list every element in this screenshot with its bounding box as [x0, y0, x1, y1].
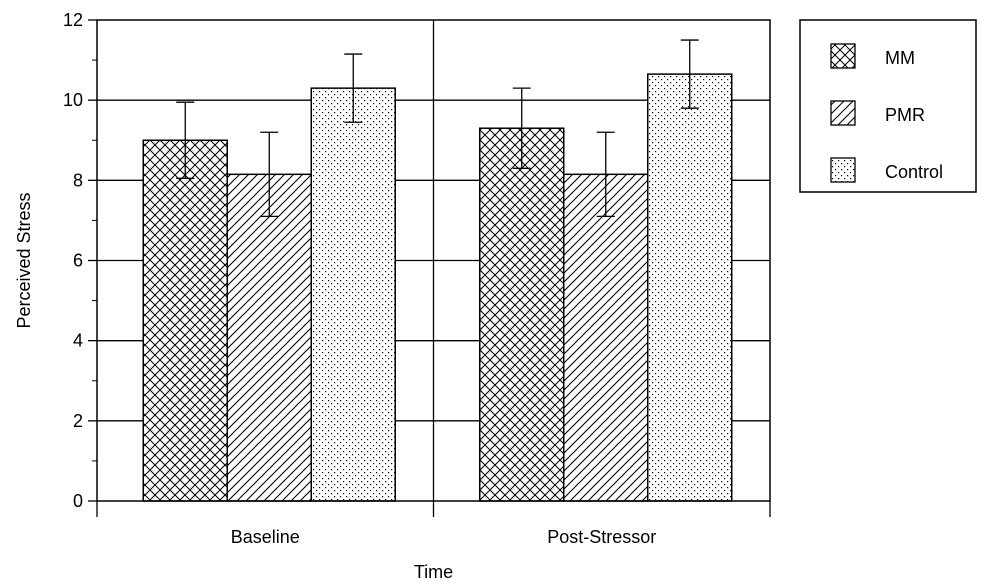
legend-swatch-control — [830, 157, 856, 183]
bar-pmr-post-stressor — [563, 173, 649, 502]
legend-label-pmr: PMR — [885, 105, 925, 125]
bar-control-post-stressor — [647, 73, 733, 502]
bar-control-baseline — [310, 87, 396, 502]
y-tick-label: 6 — [73, 251, 83, 271]
legend: MM PMR Control — [799, 19, 977, 193]
legend-swatch-pmr — [830, 100, 856, 126]
bar-mm-post-stressor — [479, 127, 565, 502]
y-tick-label: 10 — [63, 90, 83, 110]
x-axis-label: Time — [414, 562, 453, 582]
bar-mm-baseline — [142, 139, 228, 502]
x-tick-label: Post-Stressor — [547, 527, 656, 547]
y-tick-label: 4 — [73, 331, 83, 351]
bar-pmr-baseline — [226, 173, 312, 502]
y-tick-label: 12 — [63, 10, 83, 30]
x-tick-label: Baseline — [231, 527, 300, 547]
error-bars — [176, 39, 699, 218]
bars — [142, 73, 733, 502]
y-tick-label: 2 — [73, 411, 83, 431]
x-axis: Baseline Post-Stressor — [96, 501, 771, 547]
y-axis-label: Perceived Stress — [14, 192, 34, 328]
legend-label-mm: MM — [885, 48, 915, 68]
legend-swatch-mm — [830, 43, 856, 69]
y-axis: 0 2 4 6 8 10 12 — [63, 10, 97, 511]
y-tick-label: 0 — [73, 491, 83, 511]
legend-label-control: Control — [885, 162, 943, 182]
legend-frame — [799, 19, 977, 193]
y-tick-label: 8 — [73, 170, 83, 190]
